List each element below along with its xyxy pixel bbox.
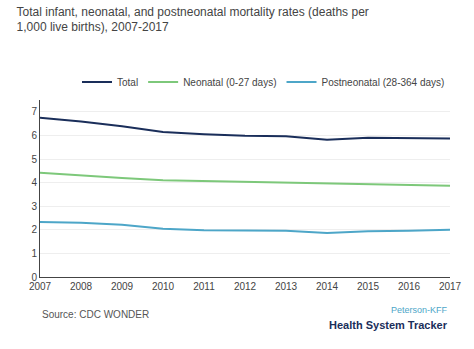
svg-text:4: 4 xyxy=(31,177,37,188)
svg-text:2016: 2016 xyxy=(398,281,421,292)
svg-text:6: 6 xyxy=(31,130,37,141)
svg-text:Neonatal (0-27 days): Neonatal (0-27 days) xyxy=(183,77,276,88)
svg-text:Postneonatal (28-364 days): Postneonatal (28-364 days) xyxy=(322,77,445,88)
svg-text:Source: CDC WONDER: Source: CDC WONDER xyxy=(42,309,149,320)
svg-text:2009: 2009 xyxy=(111,281,134,292)
svg-text:0: 0 xyxy=(31,272,37,283)
svg-text:2015: 2015 xyxy=(357,281,380,292)
svg-text:7: 7 xyxy=(31,106,37,117)
svg-text:2017: 2017 xyxy=(439,281,462,292)
svg-text:5: 5 xyxy=(31,154,37,165)
svg-text:2010: 2010 xyxy=(152,281,175,292)
svg-text:2013: 2013 xyxy=(275,281,298,292)
svg-text:2: 2 xyxy=(31,224,37,235)
svg-text:1: 1 xyxy=(31,248,37,259)
svg-text:Total: Total xyxy=(117,77,138,88)
svg-text:Health System Tracker: Health System Tracker xyxy=(329,319,448,331)
svg-text:Total infant, neonatal, and po: Total infant, neonatal, and postneonatal… xyxy=(17,5,369,35)
svg-text:2008: 2008 xyxy=(70,281,93,292)
svg-text:2007: 2007 xyxy=(29,281,52,292)
svg-text:2012: 2012 xyxy=(234,281,257,292)
svg-text:2011: 2011 xyxy=(193,281,215,292)
svg-text:3: 3 xyxy=(31,201,37,212)
svg-text:2014: 2014 xyxy=(316,281,339,292)
svg-text:Peterson-KFF: Peterson-KFF xyxy=(391,305,448,315)
